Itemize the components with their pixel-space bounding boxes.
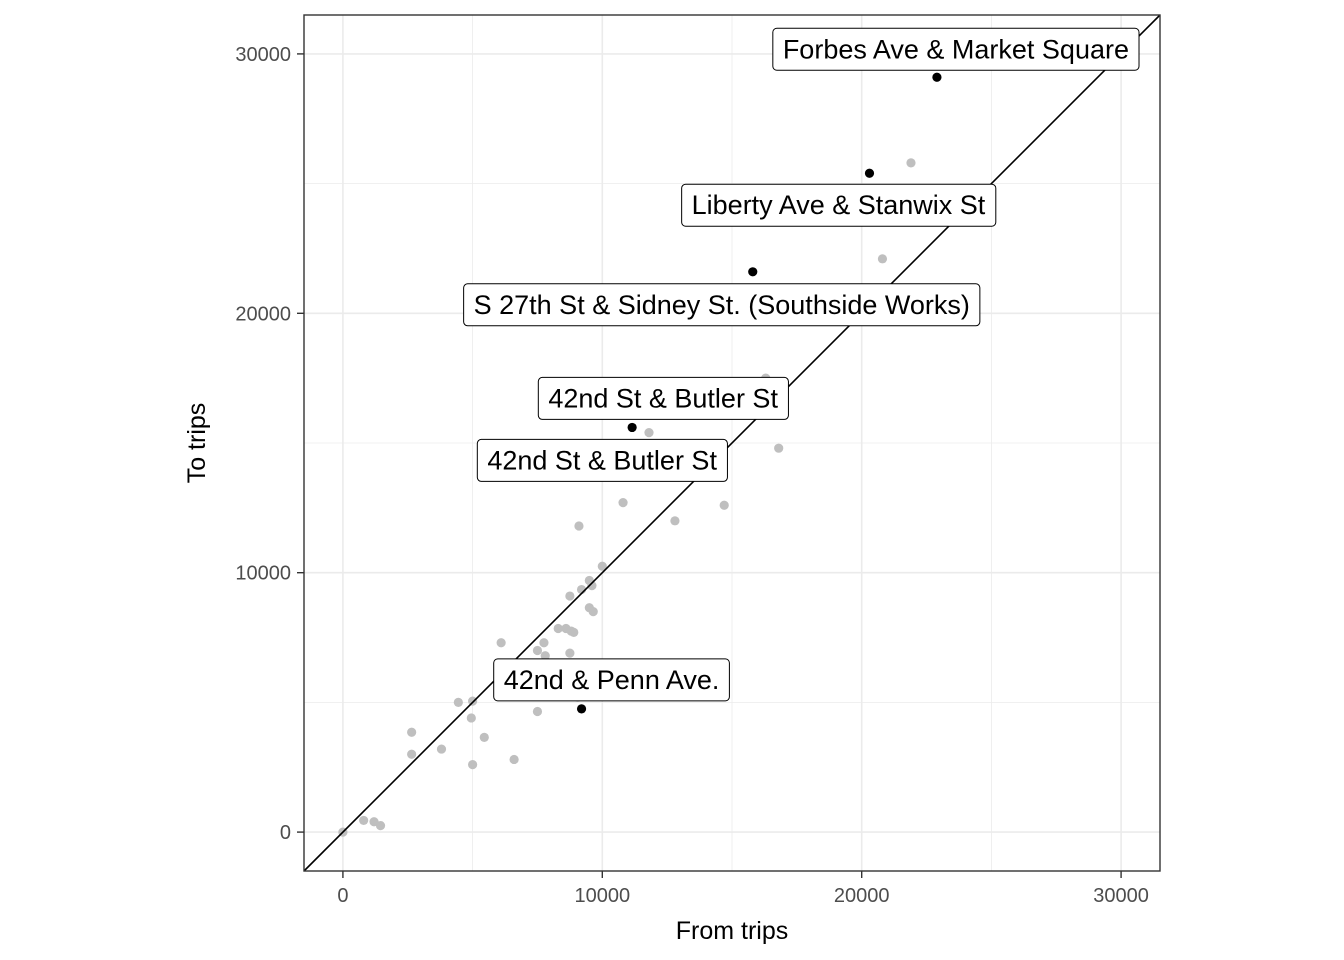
station-point [670,516,680,526]
highlighted-station-point [576,704,587,714]
station-point [453,697,463,707]
gridlines [304,15,1160,871]
highlighted-station-point [932,72,942,82]
station-point [877,254,888,264]
x-axis: 0 10000 20000 30000 [337,871,1149,907]
x-tick-label: 0 [337,885,348,907]
y-tick-label: 0 [280,822,291,844]
station-point [644,428,654,438]
y-axis-title: To trips [183,403,211,484]
station-point [539,638,549,648]
annotation-box [476,438,728,482]
station-point [407,749,417,759]
station-point [719,500,729,510]
annotation-text: Liberty Ave & Stanwix St [692,190,986,220]
station-point [574,521,584,531]
plot-panel-border [303,14,1161,872]
highlighted-points [576,72,942,714]
station-point [509,754,519,765]
annotation-label: S 27th St & Sidney St. (Southside Works) [463,283,981,327]
annotation-label: 42nd & Penn Ave. [493,658,730,702]
station-point [565,648,575,658]
station-point [540,651,550,661]
station-point [774,443,784,453]
station-point [532,645,543,656]
station-point [407,727,417,737]
y-tick-label: 20000 [235,303,291,325]
annotation-text: 42nd St & Butler St [487,445,717,475]
x-tick-label: 20000 [834,885,890,907]
annotation-box [537,376,789,420]
station-point [359,815,369,826]
highlighted-station-point [748,267,758,277]
annotation-box [681,183,997,227]
annotation-label: 42nd St & Butler St [476,438,728,482]
y-axis: 0 10000 20000 30000 [235,44,304,844]
station-point [618,498,628,508]
station-point [375,821,386,831]
annotation-box [493,658,730,702]
annotation-box [772,27,1140,71]
annotation-text: 42nd St & Butler St [548,383,778,413]
annotation-box [463,283,981,327]
station-point [468,760,478,770]
annotation-label: 42nd St & Butler St [537,376,789,420]
annotation-label: Forbes Ave & Market Square [772,27,1140,71]
annotation-label: Liberty Ave & Stanwix St [681,183,997,227]
station-point [468,696,478,706]
x-axis-title: From trips [676,917,789,945]
identity-reference-line [303,14,1161,872]
highlighted-station-point [627,422,637,433]
x-tick-label: 10000 [574,885,630,907]
station-point [496,638,506,648]
station-point [532,706,543,717]
annotation-text: Forbes Ave & Market Square [783,34,1129,64]
station-point [588,607,598,617]
annotation-text: 42nd & Penn Ave. [504,665,720,695]
station-point [906,158,916,168]
station-point [553,623,563,634]
x-tick-label: 30000 [1093,885,1149,907]
station-point [479,732,489,743]
y-tick-label: 30000 [235,44,291,66]
station-point [436,744,447,754]
station-point [466,713,476,723]
annotation-text: S 27th St & Sidney St. (Southside Works) [474,290,970,320]
reference-line-layer [303,14,1161,872]
y-tick-label: 10000 [235,563,291,585]
highlighted-station-point [864,168,875,178]
station-point [597,561,607,571]
point-annotations: Forbes Ave & Market Square Liberty Ave & … [463,27,1140,702]
station-point [587,581,597,591]
station-point [565,591,575,601]
station-point [569,627,579,637]
